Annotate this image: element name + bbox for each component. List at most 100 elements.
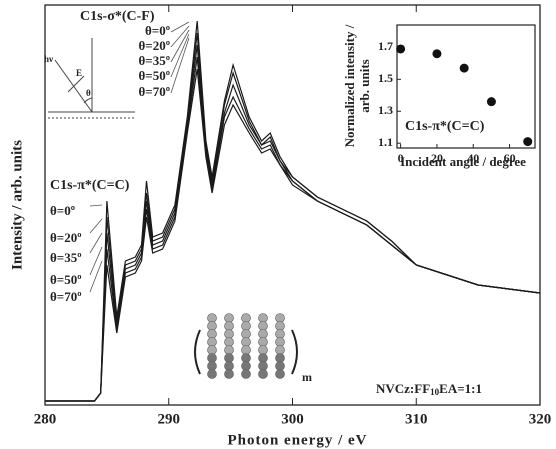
- inset-title: C1s-π*(C=C): [405, 119, 485, 134]
- leader-line: [170, 33, 190, 78]
- scatter-point: [486, 97, 496, 107]
- angle-label: θ=0º: [50, 203, 75, 218]
- polymer-bead: [258, 321, 268, 331]
- polymer-bead: [224, 345, 234, 355]
- bracket: [291, 329, 298, 375]
- polymer-bead: [207, 321, 217, 331]
- polymer-bead: [275, 361, 285, 371]
- polymer-bead: [275, 329, 285, 339]
- polymer-bead: [207, 329, 217, 339]
- polymer-bead: [224, 329, 234, 339]
- bracket: [194, 329, 201, 375]
- scatter-point: [396, 44, 406, 54]
- polymer-bead: [207, 353, 217, 363]
- polymer-index: m: [302, 370, 312, 384]
- polymer-bead: [241, 337, 251, 347]
- x-tick-label: 0: [398, 151, 404, 165]
- polymer-bead: [224, 337, 234, 347]
- polymer-bead: [258, 345, 268, 355]
- leader-line: [170, 37, 190, 94]
- polymer-bead: [224, 321, 234, 331]
- polymer-bead: [224, 361, 234, 371]
- peak-label: C1s-π*(C=C): [50, 178, 130, 193]
- x-tick-label: 40: [467, 151, 479, 165]
- polymer-bead: [207, 313, 217, 323]
- leader-line: [89, 218, 103, 234]
- polymer-bead: [241, 361, 251, 371]
- angle-label: θ=20º: [139, 38, 170, 53]
- polymer-bead: [207, 361, 217, 371]
- scatter-point: [459, 63, 469, 73]
- spectrum-line: [45, 68, 541, 402]
- leader-line: [89, 260, 103, 293]
- polymer-bead: [224, 353, 234, 363]
- x-tick-label: 280: [34, 411, 57, 427]
- x-axis-label: Incident angle / degree: [400, 154, 526, 169]
- polymer-bead: [258, 361, 268, 371]
- leader-line: [170, 29, 190, 63]
- polymer-bead: [258, 329, 268, 339]
- polymer-bead: [275, 313, 285, 323]
- polymer-bead: [241, 345, 251, 355]
- polymer-bead: [224, 313, 234, 323]
- y-axis-label: arb. units: [357, 59, 372, 112]
- y-tick-label: 1.3: [378, 103, 393, 117]
- polymer-sketch: [207, 313, 285, 379]
- x-tick-label: 20: [431, 151, 443, 165]
- y-tick-label: 1.7: [378, 39, 393, 53]
- polymer-bead: [241, 321, 251, 331]
- leader-line: [89, 204, 103, 207]
- angle-label: θ=0º: [145, 23, 170, 38]
- polymer-bead: [207, 337, 217, 347]
- angle-label: θ=20º: [50, 230, 81, 245]
- y-axis-label: Intensity / arb. units: [9, 140, 25, 270]
- scatter-point: [432, 49, 442, 59]
- angle-label: θ=50º: [139, 68, 170, 83]
- x-tick-label: 60: [504, 151, 516, 165]
- x-tick-label: 300: [281, 411, 304, 427]
- polymer-bead: [241, 369, 251, 379]
- x-axis-label: Photon energy / eV: [227, 432, 367, 448]
- y-axis-label: Normalized intensity /: [342, 24, 357, 147]
- angle-label: θ=70º: [139, 84, 170, 99]
- polymer-bead: [224, 369, 234, 379]
- y-tick-label: 1.5: [378, 71, 393, 85]
- x-tick-label: 320: [529, 411, 552, 427]
- geometry-label: E: [76, 68, 82, 78]
- polymer-bead: [207, 369, 217, 379]
- polymer-bead: [258, 369, 268, 379]
- leader-line: [89, 246, 103, 276]
- polymer-bead: [241, 329, 251, 339]
- x-tick-label: 310: [405, 411, 428, 427]
- geometry-sketch: [48, 38, 135, 119]
- scatter-point: [523, 137, 533, 147]
- sample-label-part: 10: [430, 387, 440, 397]
- polymer-bead: [275, 321, 285, 331]
- polymer-bead: [207, 345, 217, 355]
- angle-label: θ=35º: [139, 53, 170, 68]
- leader-line: [89, 232, 103, 254]
- polymer-bead: [241, 353, 251, 363]
- peak-label: C1s-σ*(C-F): [80, 9, 155, 24]
- polymer-bead: [275, 337, 285, 347]
- angle-label: θ=70º: [50, 289, 81, 304]
- leader-line: [170, 25, 190, 48]
- sample-label-part: NVCz:FF: [376, 381, 430, 396]
- polymer-bead: [258, 313, 268, 323]
- angle-label: θ=35º: [50, 250, 81, 265]
- polymer-bead: [275, 369, 285, 379]
- spectrum-line: [45, 32, 541, 402]
- polymer-bead: [258, 353, 268, 363]
- geometry-label: θ: [86, 88, 91, 98]
- sample-label-part: EA=1:1: [439, 381, 482, 396]
- polymer-bead: [241, 313, 251, 323]
- x-tick-label: 290: [158, 411, 181, 427]
- geometry-label: hν: [44, 54, 53, 64]
- leader-line: [170, 21, 190, 33]
- sample-label: NVCz:FF10EA=1:1: [376, 381, 482, 397]
- polymer-bead: [275, 345, 285, 355]
- polymer-bead: [275, 353, 285, 363]
- angle-label: θ=50º: [50, 272, 81, 287]
- polymer-bead: [258, 337, 268, 347]
